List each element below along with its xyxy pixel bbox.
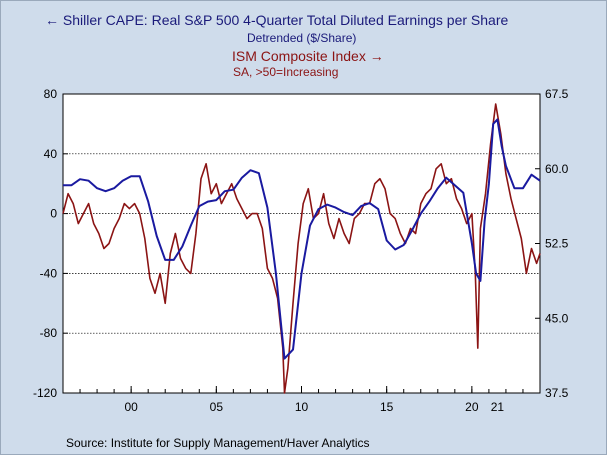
x-tick-label: 20 (465, 400, 479, 414)
y-left-tick-label: 0 (50, 207, 57, 221)
right-arrow-icon: → (369, 48, 384, 64)
y-right-tick-label: 67.5 (545, 87, 569, 101)
plot-area (62, 93, 541, 394)
legend-series1-title: Shiller CAPE: Real S&P 500 4-Quarter Tot… (62, 12, 509, 28)
source-note: Source: Institute for Supply Management/… (66, 436, 370, 450)
x-tick-label: 10 (295, 400, 309, 414)
legend-series2-sub: SA, >50=Increasing (233, 65, 339, 79)
y-left-tick-label: -120 (33, 386, 57, 400)
y-right-tick-label: 37.5 (545, 386, 569, 400)
y-left-tick-label: -80 (40, 326, 58, 340)
series-line-shiller-cape (63, 118, 541, 360)
series-lines (62, 103, 541, 394)
legend-series2: ISM Composite Index → (232, 48, 384, 64)
legend-series2-title: ISM Composite Index (232, 48, 366, 64)
x-tick-label: 15 (380, 400, 394, 414)
left-arrow-icon: ← (45, 12, 59, 28)
x-tick-label: 21 (491, 400, 505, 414)
y-right-tick-label: 52.5 (545, 237, 569, 251)
y-left-tick-label: 40 (44, 147, 58, 161)
y-left-tick-label: 80 (44, 87, 58, 101)
x-tick-label: 00 (124, 400, 138, 414)
y-left-tick-label: -40 (40, 266, 58, 280)
x-tick-label: 05 (210, 400, 224, 414)
y-right-tick-label: 45.0 (545, 311, 569, 325)
y-right-tick-label: 60.0 (545, 162, 569, 176)
series-line-ism-composite (62, 103, 541, 394)
legend-series1: ← Shiller CAPE: Real S&P 500 4-Quarter T… (45, 12, 508, 28)
legend-series1-sub: Detrended ($/Share) (247, 31, 357, 45)
axes: 80 40 0 -40 -80 -120 67.5 60.0 52.5 45.0 37.5 00 05 1… (33, 87, 569, 414)
